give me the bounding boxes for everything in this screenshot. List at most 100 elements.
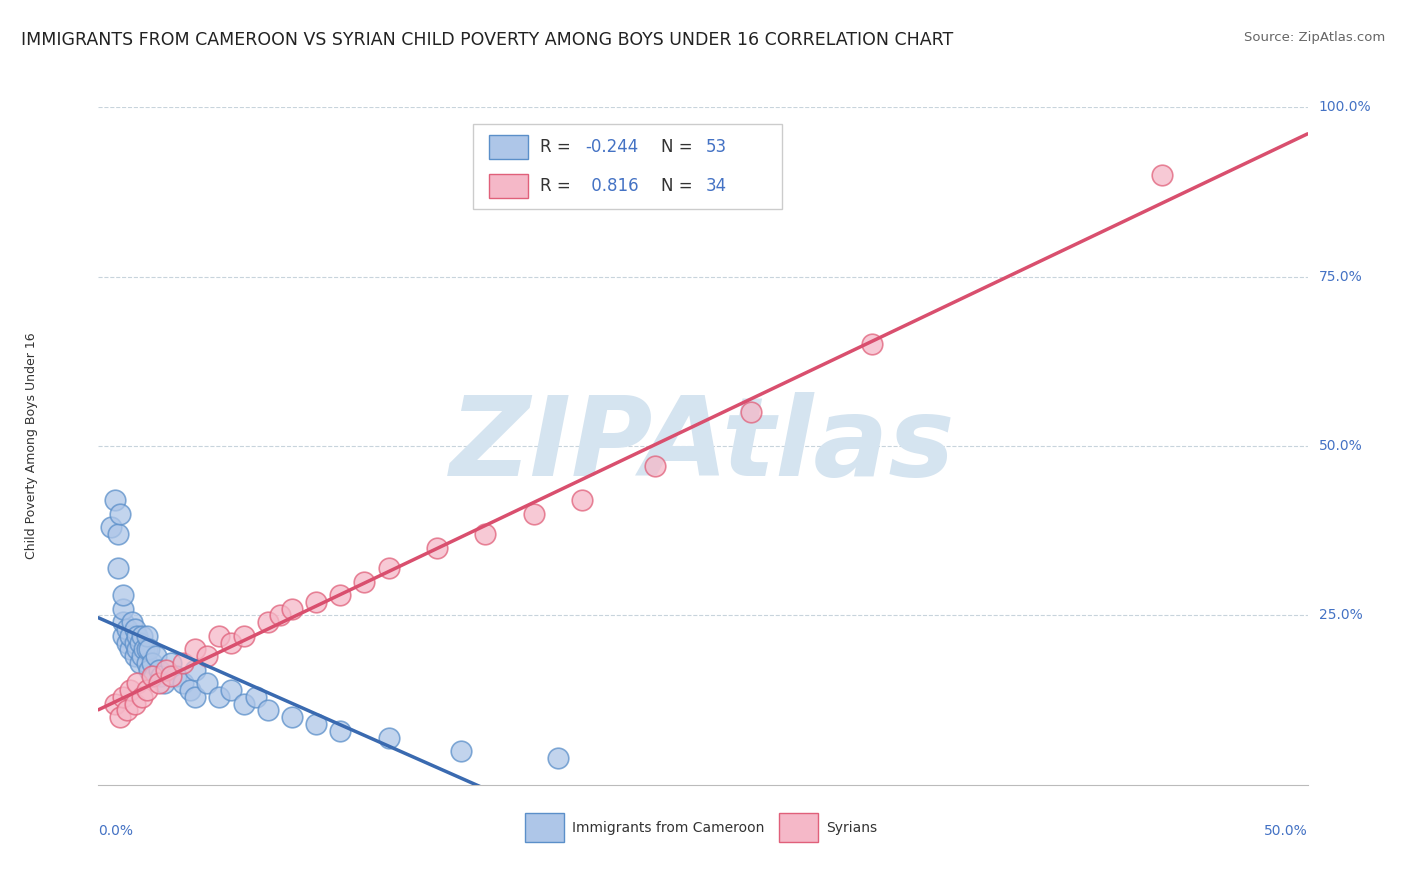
Point	[232, 697, 254, 711]
Point	[281, 601, 304, 615]
Point	[124, 697, 146, 711]
Point	[124, 622, 146, 636]
Point	[135, 683, 157, 698]
Text: IMMIGRANTS FROM CAMEROON VS SYRIAN CHILD POVERTY AMONG BOYS UNDER 16 CORRELATION: IMMIGRANTS FROM CAMEROON VS SYRIAN CHILD…	[21, 31, 953, 49]
Point	[118, 642, 141, 657]
Point	[124, 635, 146, 649]
Point	[245, 690, 267, 704]
Point	[377, 561, 399, 575]
Point	[152, 676, 174, 690]
Point	[150, 669, 173, 683]
Point	[256, 703, 278, 717]
Text: 50.0%: 50.0%	[1319, 439, 1362, 453]
Point	[111, 615, 134, 630]
Point	[143, 669, 166, 683]
Point	[124, 649, 146, 664]
FancyBboxPatch shape	[489, 135, 527, 159]
Point	[135, 642, 157, 657]
Text: 0.816: 0.816	[586, 177, 638, 194]
Point	[145, 649, 167, 664]
Point	[195, 676, 218, 690]
Point	[138, 663, 160, 677]
Point	[138, 642, 160, 657]
Point	[127, 676, 149, 690]
Point	[208, 690, 231, 704]
Point	[107, 561, 129, 575]
Text: 100.0%: 100.0%	[1319, 100, 1371, 114]
Point	[571, 493, 593, 508]
Point	[305, 717, 328, 731]
Text: N =: N =	[661, 177, 697, 194]
Point	[148, 676, 170, 690]
Text: ZIPAtlas: ZIPAtlas	[450, 392, 956, 500]
Point	[117, 635, 139, 649]
Point	[523, 507, 546, 521]
Text: Source: ZipAtlas.com: Source: ZipAtlas.com	[1244, 31, 1385, 45]
Point	[141, 669, 163, 683]
Text: -0.244: -0.244	[586, 138, 638, 156]
Point	[329, 588, 352, 602]
Text: N =: N =	[661, 138, 697, 156]
Point	[281, 710, 304, 724]
FancyBboxPatch shape	[489, 174, 527, 198]
Point	[107, 527, 129, 541]
Point	[179, 683, 201, 698]
Point	[377, 731, 399, 745]
Point	[111, 601, 134, 615]
Point	[450, 744, 472, 758]
Point	[160, 656, 183, 670]
Point	[232, 629, 254, 643]
Point	[547, 751, 569, 765]
Point	[135, 629, 157, 643]
Point	[165, 669, 187, 683]
Point	[740, 405, 762, 419]
Point	[644, 459, 666, 474]
Point	[131, 690, 153, 704]
Point	[127, 629, 149, 643]
Text: R =: R =	[540, 138, 576, 156]
Point	[111, 588, 134, 602]
Point	[329, 723, 352, 738]
Point	[184, 642, 207, 657]
Point	[195, 649, 218, 664]
Point	[184, 690, 207, 704]
Point	[117, 703, 139, 717]
Point	[117, 622, 139, 636]
Point	[141, 656, 163, 670]
Point	[135, 656, 157, 670]
FancyBboxPatch shape	[474, 124, 782, 209]
Text: 75.0%: 75.0%	[1319, 269, 1362, 284]
Point	[128, 635, 150, 649]
FancyBboxPatch shape	[779, 814, 818, 842]
Text: Syrians: Syrians	[827, 821, 877, 835]
Point	[104, 493, 127, 508]
Text: 50.0%: 50.0%	[1264, 824, 1308, 838]
Point	[426, 541, 449, 555]
Point	[474, 527, 496, 541]
Point	[221, 683, 243, 698]
Point	[134, 642, 156, 657]
Text: 0.0%: 0.0%	[98, 824, 134, 838]
Point	[118, 629, 141, 643]
Point	[221, 635, 243, 649]
Text: 34: 34	[706, 177, 727, 194]
Text: 25.0%: 25.0%	[1319, 608, 1362, 623]
Point	[121, 615, 143, 630]
Point	[131, 649, 153, 664]
Text: 53: 53	[706, 138, 727, 156]
Text: Immigrants from Cameroon: Immigrants from Cameroon	[572, 821, 765, 835]
Point	[1152, 168, 1174, 182]
Point	[127, 642, 149, 657]
Text: R =: R =	[540, 177, 576, 194]
Point	[108, 710, 131, 724]
Point	[860, 337, 883, 351]
Point	[104, 697, 127, 711]
Point	[111, 629, 134, 643]
Point	[155, 663, 177, 677]
Point	[111, 690, 134, 704]
Point	[305, 595, 328, 609]
Point	[131, 629, 153, 643]
Point	[269, 608, 291, 623]
Point	[353, 574, 375, 589]
Point	[208, 629, 231, 643]
